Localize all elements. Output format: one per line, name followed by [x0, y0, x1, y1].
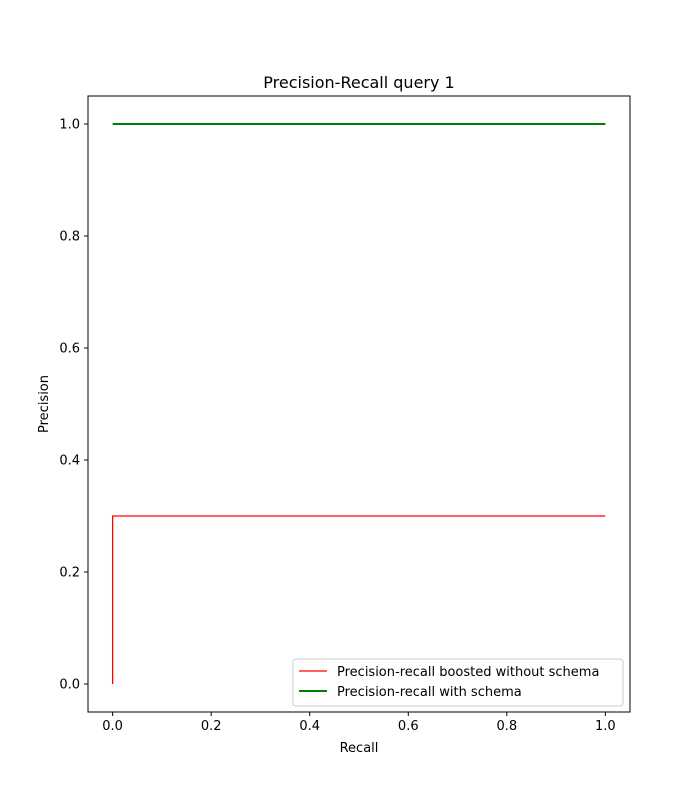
x-tick-label: 0.2	[201, 719, 222, 734]
y-axis-label: Precision	[37, 375, 52, 433]
x-tick-label: 0.0	[102, 719, 123, 734]
y-tick-label: 0.0	[59, 678, 80, 693]
y-tick-label: 1.0	[59, 118, 80, 133]
legend-box	[292, 658, 624, 707]
legend-label-boosted-without-schema: Precision-recall boosted without schema	[337, 665, 599, 680]
plot-area-frame	[87, 95, 631, 713]
x-tick-label: 0.4	[299, 719, 320, 734]
x-tick-label: 0.8	[496, 719, 517, 734]
x-tick-label: 0.6	[398, 719, 419, 734]
series-line-0	[111, 515, 606, 684]
y-tick-label: 0.8	[59, 230, 80, 245]
y-tick-label: 0.4	[59, 454, 80, 469]
legend: Precision-recall boosted without schema …	[292, 658, 624, 707]
y-tick-label: 0.2	[59, 566, 80, 581]
chart-title: Precision-Recall query 1	[263, 73, 454, 92]
series-layer	[111, 123, 606, 684]
tick-layer: 0.0 0.2 0.4 0.6 0.8 1.0 0.0 0.2 0.4 0.6 0.8 1.0	[59, 118, 615, 735]
x-axis-label: Recall	[340, 741, 379, 756]
legend-label-with-schema: Precision-recall with schema	[337, 685, 522, 700]
y-tick-label: 0.6	[59, 342, 80, 357]
x-tick-label: 1.0	[595, 719, 616, 734]
